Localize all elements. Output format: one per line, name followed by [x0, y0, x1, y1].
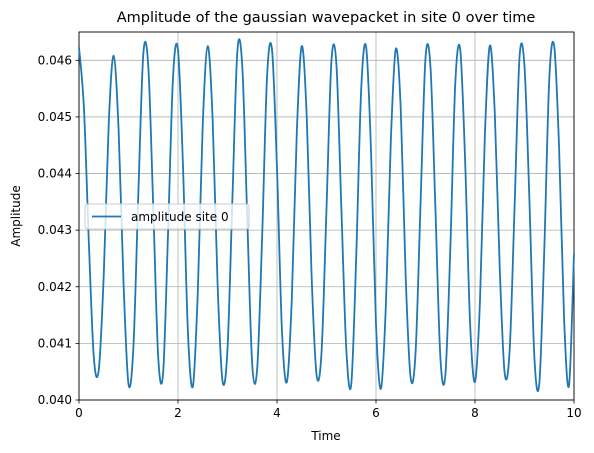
- y-tick-label: 0.043: [38, 223, 72, 237]
- legend-box: [84, 203, 250, 230]
- y-tick-label: 0.040: [38, 393, 72, 407]
- y-tick-label: 0.042: [38, 280, 72, 294]
- x-axis-label: Time: [310, 429, 340, 443]
- y-tick-label: 0.044: [38, 167, 72, 181]
- x-tick-label: 8: [471, 406, 479, 420]
- x-tick-label: 2: [174, 406, 182, 420]
- y-tick-label: 0.046: [38, 53, 72, 67]
- series-line-amplitude-site-0: [78, 38, 575, 392]
- y-tick-label: 0.041: [38, 336, 72, 350]
- x-tick-label: 6: [372, 406, 380, 420]
- legend-entry-label: amplitude site 0: [131, 210, 229, 224]
- y-axis: 0.040 0.041 0.042 0.043 0.044 0.045 0.046: [38, 53, 79, 407]
- y-axis-label: Amplitude: [9, 185, 23, 247]
- x-axis: 0 2 4 6 8 10: [75, 400, 582, 420]
- x-tick-label: 0: [75, 406, 83, 420]
- x-tick-label: 4: [273, 406, 281, 420]
- chart-title: Amplitude of the gaussian wavepacket in …: [117, 10, 536, 26]
- x-tick-label: 10: [566, 406, 581, 420]
- y-tick-label: 0.045: [38, 110, 72, 124]
- plot-area: [78, 31, 575, 401]
- legend: amplitude site 0: [84, 203, 250, 230]
